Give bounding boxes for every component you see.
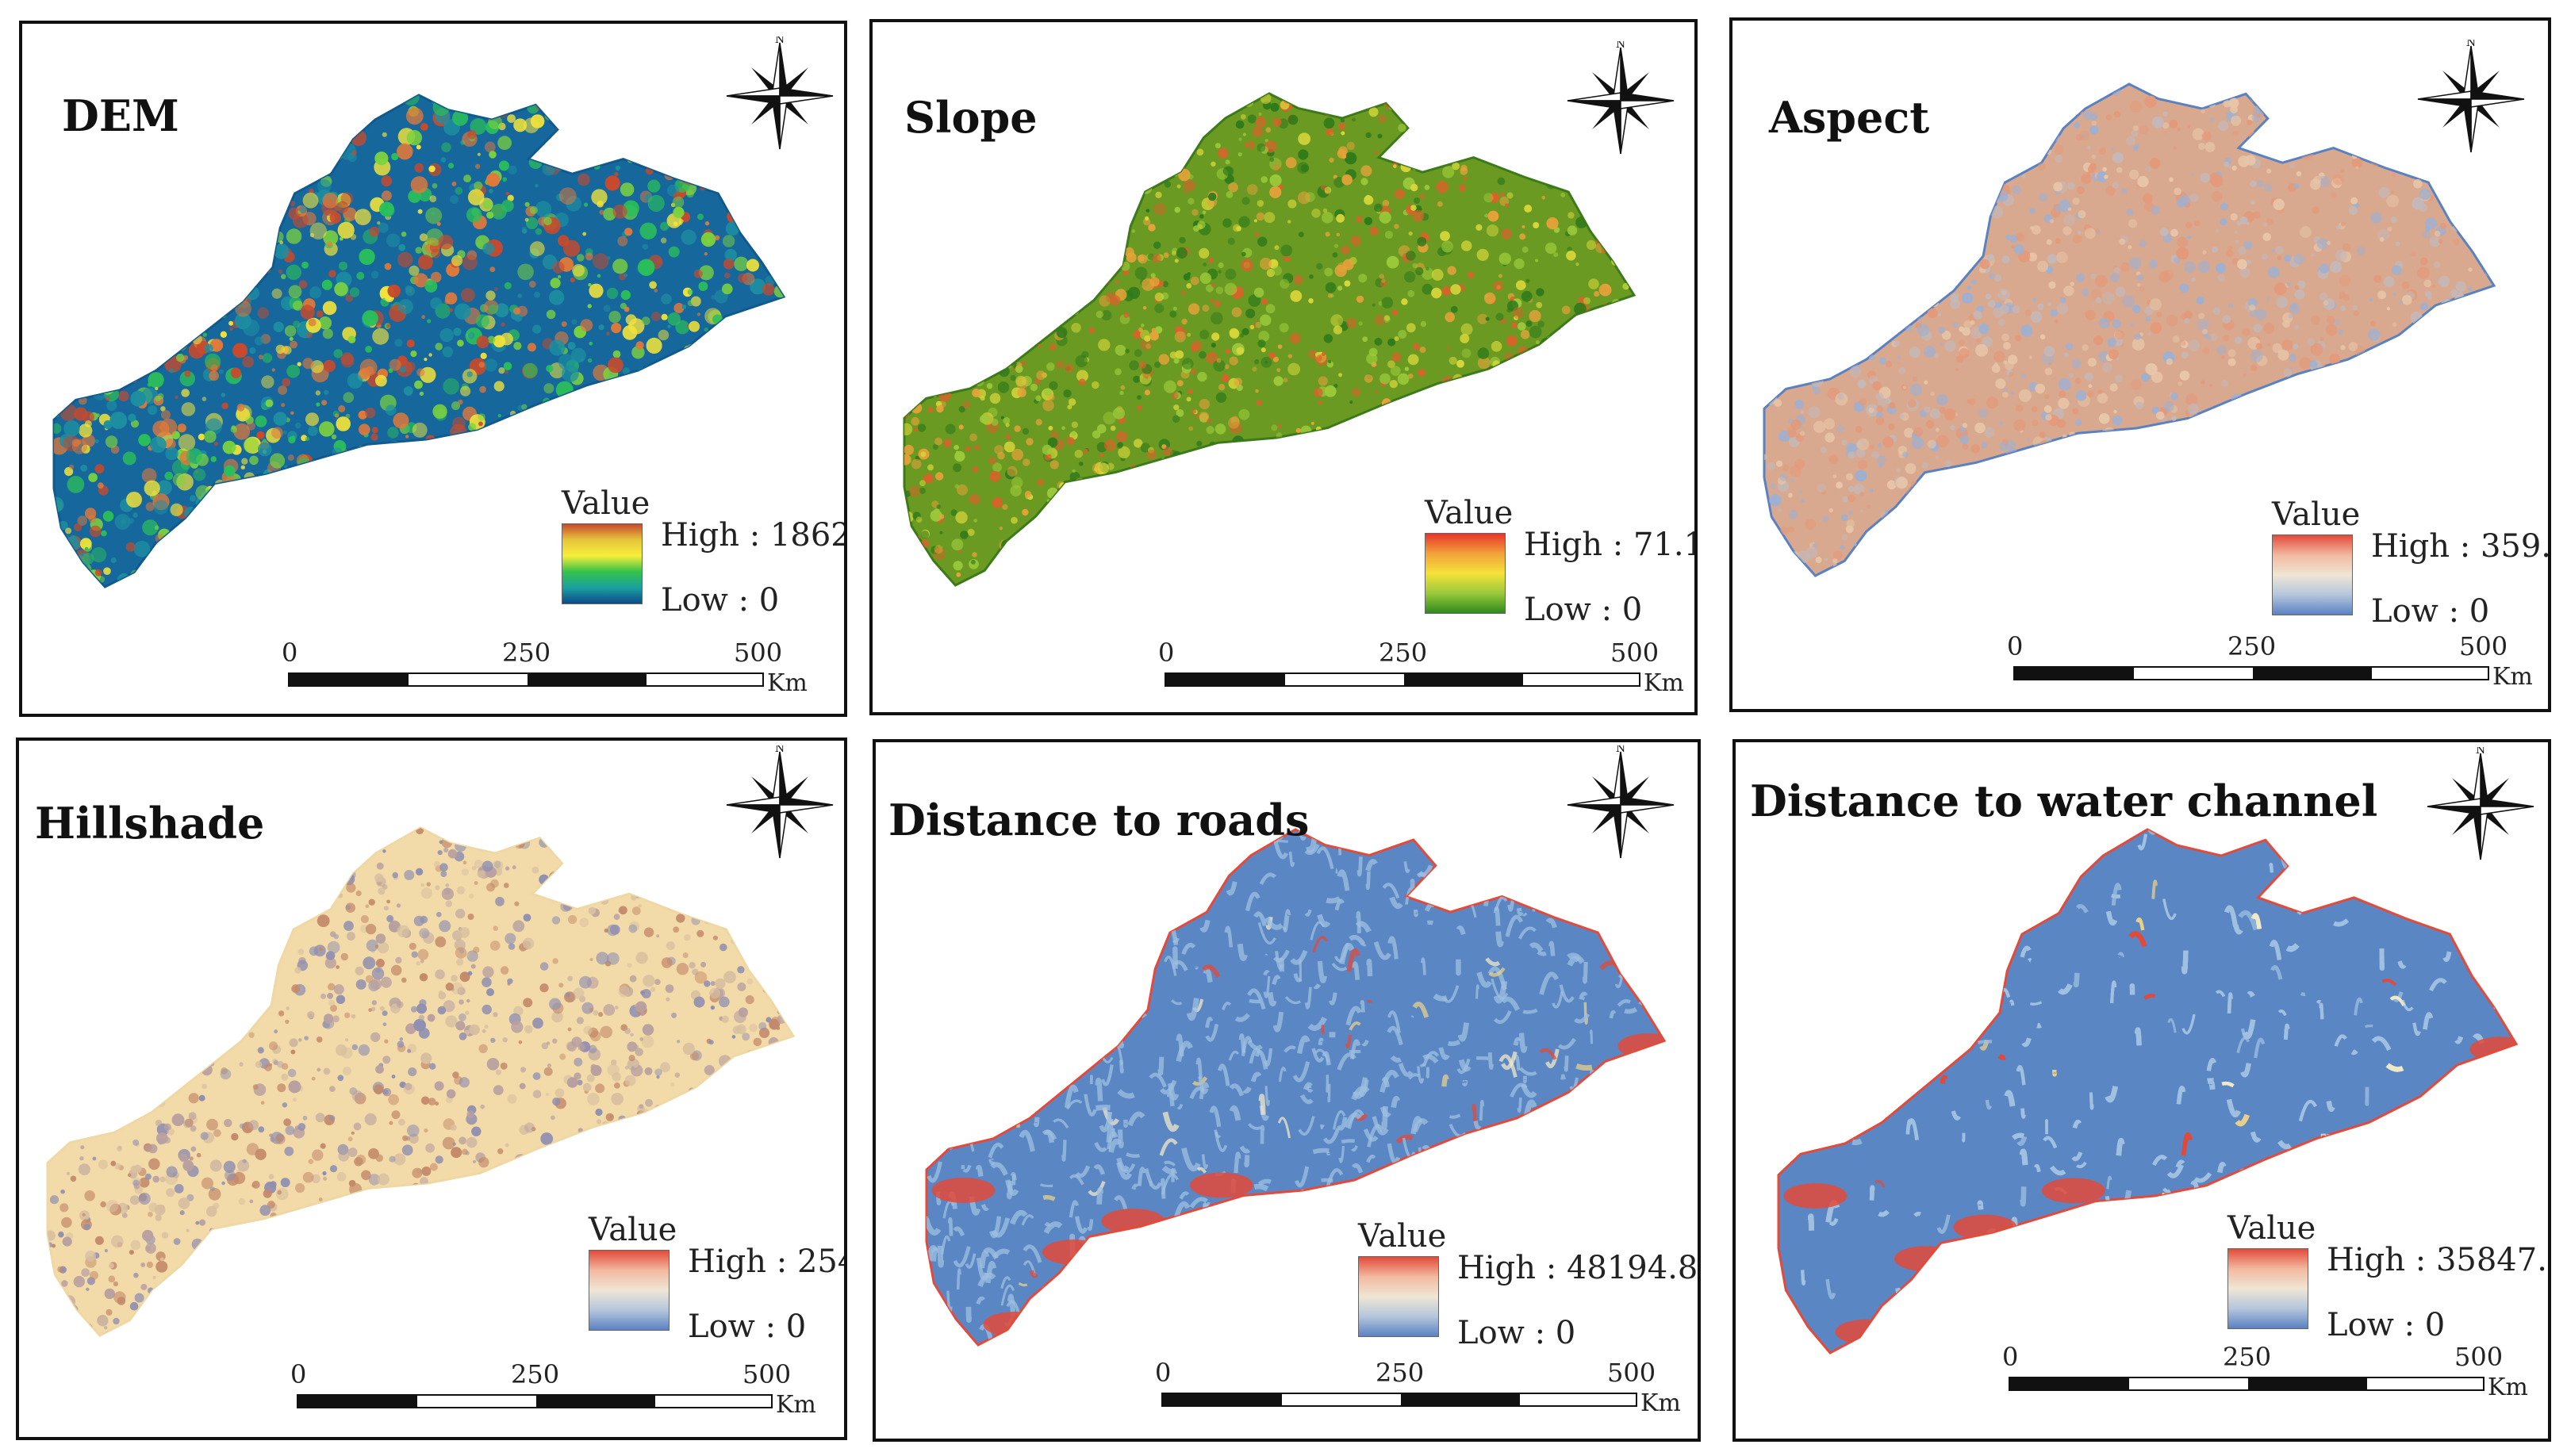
scale-bar-graphic <box>297 1394 773 1408</box>
scale-tick-250: 250 <box>1379 638 1428 668</box>
legend-high: High : 35847.7 <box>2327 1242 2551 1278</box>
panel-title: Distance to roads <box>888 795 1310 845</box>
panel-distance-roads: Distance to roads N Value High : 48194.8… <box>873 739 1701 1442</box>
scale-tick-0: 0 <box>1155 1358 1172 1388</box>
study-area-shape <box>903 92 1637 587</box>
legend-aspect: Value High : 359.8 Low : 0 <box>2272 496 2551 639</box>
legend-low: Low : 0 <box>688 1308 807 1345</box>
panel-title: Hillshade <box>35 798 265 849</box>
legend-high: High : 48194.8 <box>1457 1250 1698 1286</box>
scale-bar: 0 250 500 Km <box>2002 1342 2548 1405</box>
scale-bar-graphic <box>2009 1377 2485 1391</box>
scale-tick-500: 500 <box>734 638 783 668</box>
legend-high: High : 359.8 <box>2371 528 2551 565</box>
legend-low: Low : 0 <box>2327 1307 2446 1343</box>
legend-high: High : 1862 <box>661 517 847 554</box>
scale-bar-graphic <box>2013 666 2489 680</box>
scale-tick-0: 0 <box>2002 1342 2019 1372</box>
scale-bar-graphic <box>1161 1393 1637 1407</box>
legend-ramp <box>562 523 643 604</box>
map-hillshade <box>46 826 796 1337</box>
scale-tick-250: 250 <box>502 638 551 668</box>
north-arrow-icon: N <box>1561 742 1680 864</box>
legend-low: Low : 0 <box>2371 593 2490 630</box>
scale-tick-250: 250 <box>2223 1342 2272 1372</box>
map-slope <box>903 92 1637 587</box>
panel-title: Aspect <box>1769 92 1930 143</box>
scale-bar: 0 250 500 Km <box>2007 631 2548 695</box>
panel-hillshade: Hillshade N Value High : 254 Low : 0 0 2… <box>16 738 847 1440</box>
scale-bar: 0 250 500 Km <box>290 1359 844 1423</box>
legend-low: Low : 0 <box>1524 592 1643 628</box>
scale-tick-0: 0 <box>282 638 298 668</box>
panel-distance-water: Distance to water channel N Value High :… <box>1732 739 2551 1442</box>
legend-title: Value <box>589 1212 677 1248</box>
scale-tick-250: 250 <box>511 1359 560 1389</box>
north-arrow-icon: N <box>720 33 839 155</box>
scale-unit: Km <box>2492 663 2533 691</box>
panel-title: Slope <box>904 92 1038 143</box>
map-distance-water <box>1777 828 2519 1354</box>
panel-title: DEM <box>62 90 179 141</box>
study-area-shape <box>1763 82 2496 577</box>
north-arrow-icon: N <box>2412 36 2531 159</box>
scale-tick-250: 250 <box>1376 1358 1425 1388</box>
scale-bar: 0 250 500 Km <box>1158 638 1694 701</box>
legend-low: Low : 0 <box>1457 1315 1576 1351</box>
scale-unit: Km <box>2488 1374 2528 1401</box>
map-dem <box>52 94 786 588</box>
north-arrow-icon: N <box>720 742 839 864</box>
legend-title: Value <box>562 485 650 522</box>
legend-ramp <box>2227 1248 2308 1329</box>
scale-bar-graphic <box>288 672 764 687</box>
svg-text:N: N <box>1616 41 1625 51</box>
scale-tick-500: 500 <box>742 1359 792 1389</box>
scale-tick-0: 0 <box>290 1359 307 1389</box>
scale-unit: Km <box>776 1391 816 1419</box>
legend-ramp <box>2272 535 2353 615</box>
scale-tick-0: 0 <box>1158 638 1175 668</box>
scale-tick-0: 0 <box>2007 631 2024 661</box>
scale-bar: 0 250 500 Km <box>282 638 843 701</box>
scale-bar-graphic <box>1165 672 1640 687</box>
north-arrow-icon: N <box>1561 38 1680 160</box>
legend-dem: Value High : 1862 Low : 0 <box>562 485 847 628</box>
legend-ramp <box>1425 533 1506 614</box>
legend-title: Value <box>1425 495 1514 531</box>
legend-high: High : 254 <box>688 1243 847 1280</box>
legend-hillshade: Value High : 254 Low : 0 <box>589 1212 847 1354</box>
legend-title: Value <box>2272 496 2361 533</box>
legend-high: High : 71.1 <box>1524 527 1698 563</box>
scale-unit: Km <box>1644 669 1684 697</box>
panel-title: Distance to water channel <box>1750 776 2378 826</box>
legend-ramp <box>1358 1256 1439 1337</box>
legend-title: Value <box>2227 1210 2316 1247</box>
scale-tick-500: 500 <box>1607 1358 1656 1388</box>
scale-tick-500: 500 <box>2454 1342 2504 1372</box>
legend-low: Low : 0 <box>661 582 780 619</box>
panel-slope: Slope N Value High : 71.1 Low : 0 0 250 … <box>869 19 1698 715</box>
scale-tick-250: 250 <box>2227 631 2277 661</box>
scale-unit: Km <box>1640 1389 1681 1417</box>
legend-title: Value <box>1358 1218 1447 1255</box>
svg-text:N: N <box>775 36 785 46</box>
scale-bar: 0 250 500 Km <box>1155 1358 1698 1421</box>
panel-dem: DEM N Value High : 1862 Low : 0 0 250 50… <box>19 21 847 717</box>
map-distance-roads <box>925 828 1667 1347</box>
map-aspect <box>1763 82 2496 577</box>
legend-ramp <box>589 1250 670 1331</box>
scale-tick-500: 500 <box>1610 638 1660 668</box>
scale-unit: Km <box>767 669 808 697</box>
panel-aspect: Aspect N Value High : 359.8 Low : 0 0 25… <box>1729 17 2551 712</box>
north-arrow-icon: N <box>2421 744 2540 866</box>
legend-slope: Value High : 71.1 Low : 0 <box>1425 495 1698 638</box>
legend-roads: Value High : 48194.8 Low : 0 <box>1358 1218 1698 1361</box>
scale-tick-500: 500 <box>2459 631 2508 661</box>
legend-water: Value High : 35847.7 Low : 0 <box>2227 1210 2548 1353</box>
